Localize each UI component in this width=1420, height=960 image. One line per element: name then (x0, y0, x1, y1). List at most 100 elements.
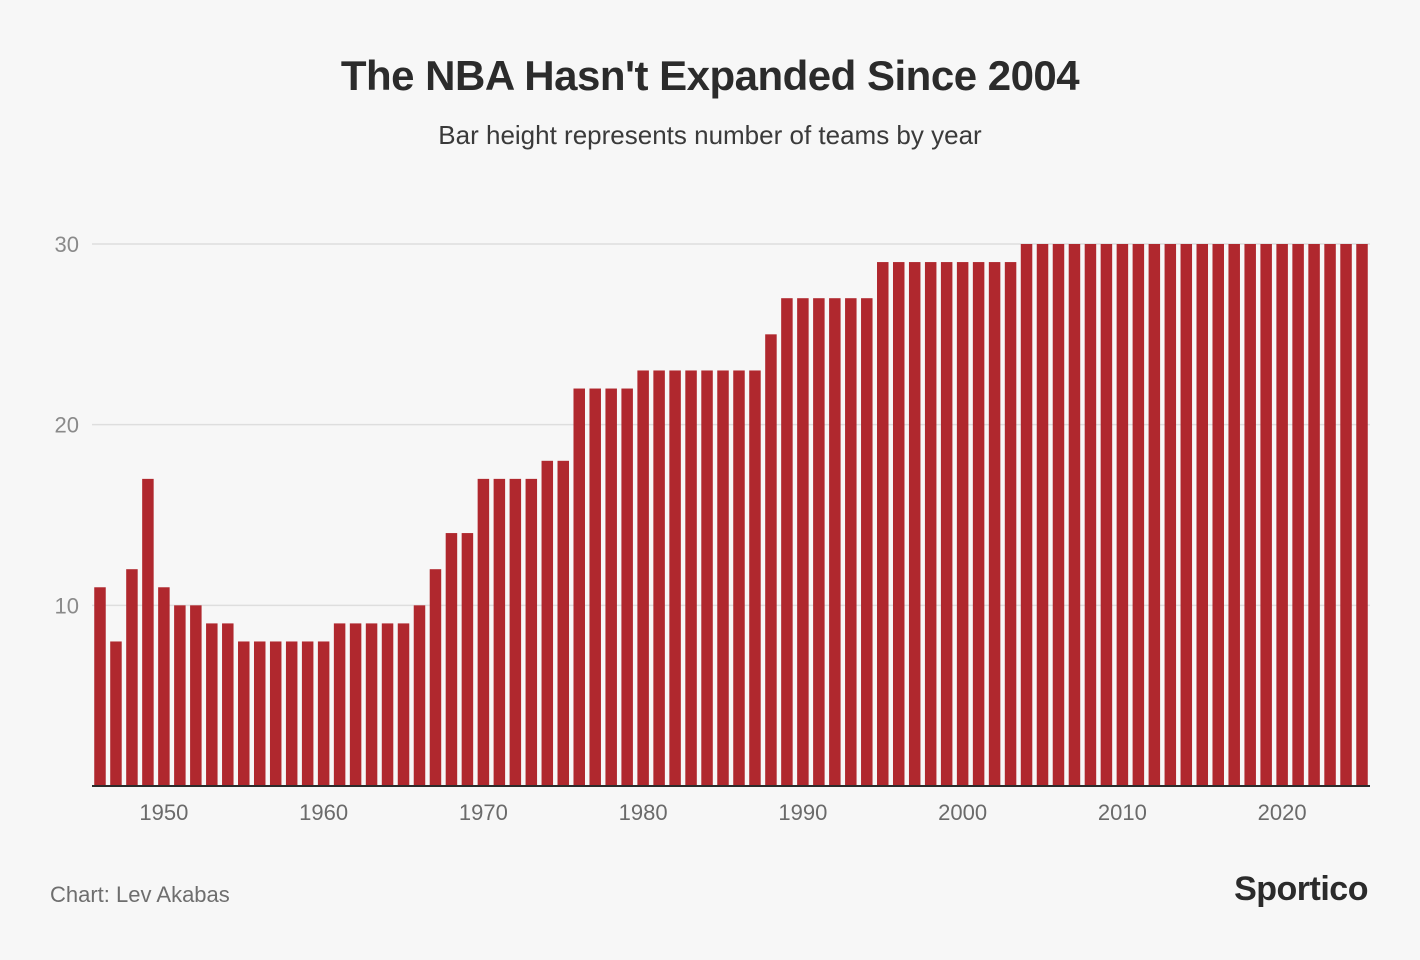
bar-2020 (1276, 244, 1288, 786)
bar-1977 (589, 388, 601, 786)
y-tick-labels: 10 20 30 (55, 232, 79, 618)
chart-subtitle: Bar height represents number of teams by… (438, 120, 982, 150)
bar-2024 (1340, 244, 1352, 786)
gridlines (92, 243, 1370, 607)
bar-2007 (1068, 244, 1081, 786)
bar-2014 (1180, 244, 1193, 786)
bar-1952 (190, 605, 202, 786)
bar-2009 (1100, 244, 1113, 786)
bar-1997 (908, 262, 921, 786)
bar-2000 (956, 262, 969, 786)
bar-1985 (717, 370, 729, 786)
bar-2005 (1036, 244, 1049, 786)
bar-2006 (1052, 244, 1065, 786)
bar-1982 (669, 370, 681, 786)
bar-1969 (461, 533, 474, 786)
bar-2022 (1308, 244, 1320, 786)
x-tick-label: 1990 (778, 800, 827, 825)
bar-1970 (477, 478, 490, 786)
chart-title: The NBA Hasn't Expanded Since 2004 (340, 52, 1080, 99)
bar-1981 (653, 370, 665, 786)
bar-2021 (1292, 244, 1304, 786)
bar-1990 (797, 298, 809, 786)
x-tick-label: 1970 (459, 800, 508, 825)
bar-1950 (158, 587, 170, 786)
bar-1978 (605, 388, 617, 786)
bar-2012 (1148, 244, 1161, 786)
bar-1962 (349, 623, 362, 786)
bar-1956 (253, 641, 266, 786)
bar-1994 (861, 298, 873, 786)
bar-1947 (110, 641, 122, 786)
bar-2023 (1324, 244, 1336, 786)
bar-1963 (365, 623, 378, 786)
chart-credit: Chart: Lev Akabas (50, 882, 230, 907)
bar-1974 (541, 460, 554, 786)
bar-1983 (685, 370, 697, 786)
bar-1979 (621, 388, 633, 786)
bar-1961 (333, 623, 346, 786)
bar-2013 (1164, 244, 1177, 786)
bar-1955 (238, 641, 250, 786)
bar-1992 (829, 298, 841, 786)
bar-1995 (877, 262, 889, 786)
bar-1976 (573, 388, 585, 786)
bar-1972 (509, 478, 522, 786)
bar-1959 (301, 641, 314, 786)
bar-1946 (94, 587, 106, 786)
bar-1957 (269, 641, 282, 786)
bar-1958 (285, 641, 298, 786)
bar-1971 (493, 478, 506, 786)
bar-1973 (525, 478, 538, 786)
bar-2001 (972, 262, 985, 786)
bar-1984 (701, 370, 713, 786)
x-tick-label: 1980 (619, 800, 668, 825)
x-tick-labels: 1950 1960 1970 1980 1990 2000 2010 2020 (139, 800, 1306, 825)
bar-2004 (1020, 244, 1033, 786)
x-tick-label: 1960 (299, 800, 348, 825)
bar-1949 (142, 478, 154, 786)
bar-1986 (733, 370, 745, 786)
bar-2011 (1132, 244, 1145, 786)
bar-1967 (429, 569, 442, 786)
bar-1966 (413, 605, 426, 786)
bar-1965 (397, 623, 410, 786)
bar-2017 (1228, 244, 1240, 786)
bar-1996 (892, 262, 905, 786)
bar-1953 (206, 623, 218, 786)
bar-2010 (1116, 244, 1129, 786)
x-tick-label: 2000 (938, 800, 987, 825)
bar-1980 (637, 370, 649, 786)
bar-2003 (1004, 262, 1017, 786)
sportico-logo: Sportico (1234, 870, 1368, 908)
x-tick-label: 2010 (1098, 800, 1147, 825)
bar-1987 (749, 370, 761, 786)
bar-1993 (845, 298, 857, 786)
bar-2019 (1260, 244, 1272, 786)
bar-2002 (988, 262, 1001, 786)
bar-1975 (557, 460, 570, 786)
y-tick-label: 20 (55, 413, 79, 438)
bar-1991 (813, 298, 825, 786)
bar-2018 (1244, 244, 1256, 786)
bar-1998 (924, 262, 937, 786)
bar-1988 (765, 334, 777, 786)
bar-1999 (940, 262, 953, 786)
bar-1968 (445, 533, 458, 786)
y-tick-label: 10 (55, 593, 79, 618)
bar-2025 (1356, 244, 1368, 786)
y-tick-label: 30 (55, 232, 79, 257)
bar-1989 (781, 298, 793, 786)
bar-1960 (317, 641, 330, 786)
bar-1954 (222, 623, 234, 786)
bar-1951 (174, 605, 186, 786)
bar-2015 (1196, 244, 1209, 786)
bar-1948 (126, 569, 138, 786)
x-tick-label: 2020 (1258, 800, 1307, 825)
x-tick-label: 1950 (139, 800, 188, 825)
bars (94, 244, 1368, 786)
bar-2016 (1212, 244, 1224, 786)
bar-1964 (381, 623, 394, 786)
bar-2008 (1084, 244, 1097, 786)
